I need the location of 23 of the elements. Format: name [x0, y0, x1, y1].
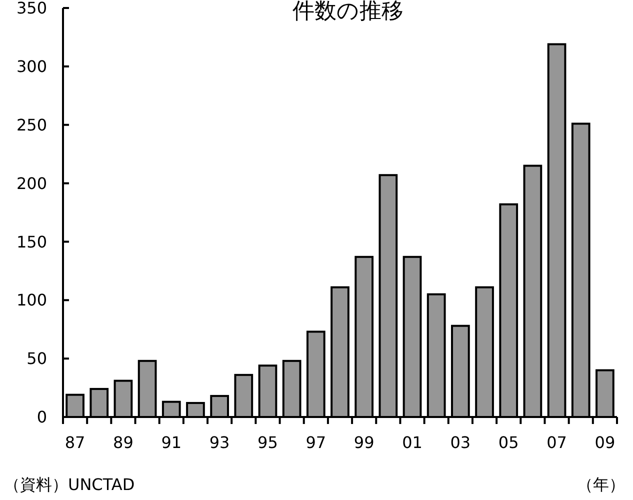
y-tick-label: 200: [16, 174, 47, 193]
x-tick-label: 93: [209, 433, 230, 452]
x-tick-label: 03: [450, 433, 471, 452]
y-tick-label: 0: [36, 408, 47, 427]
x-tick-label: 09: [594, 433, 616, 452]
x-tick-label: 87: [64, 433, 86, 452]
chart-title: 件数の推移: [292, 0, 404, 24]
y-tick-label: 50: [26, 349, 47, 368]
x-tick-label: 97: [306, 433, 326, 452]
x-tick-label: 95: [258, 433, 278, 452]
y-tick-label: 350: [16, 0, 47, 18]
y-tick-label: 150: [16, 232, 47, 252]
x-tick-label: 99: [354, 433, 374, 452]
y-tick-label: 250: [16, 115, 47, 134]
x-tick-label: 91: [161, 433, 182, 452]
x-tick-label: 07: [546, 433, 567, 452]
x-tick-label: 05: [498, 433, 519, 452]
x-tick-label: 01: [402, 433, 422, 452]
x-axis-title: （年）: [577, 475, 625, 494]
y-tick-label: 100: [16, 290, 47, 310]
text: （資料）UNCTAD: [4, 475, 135, 494]
y-tick-label: 300: [16, 57, 47, 76]
x-tick-label: 89: [113, 433, 134, 452]
